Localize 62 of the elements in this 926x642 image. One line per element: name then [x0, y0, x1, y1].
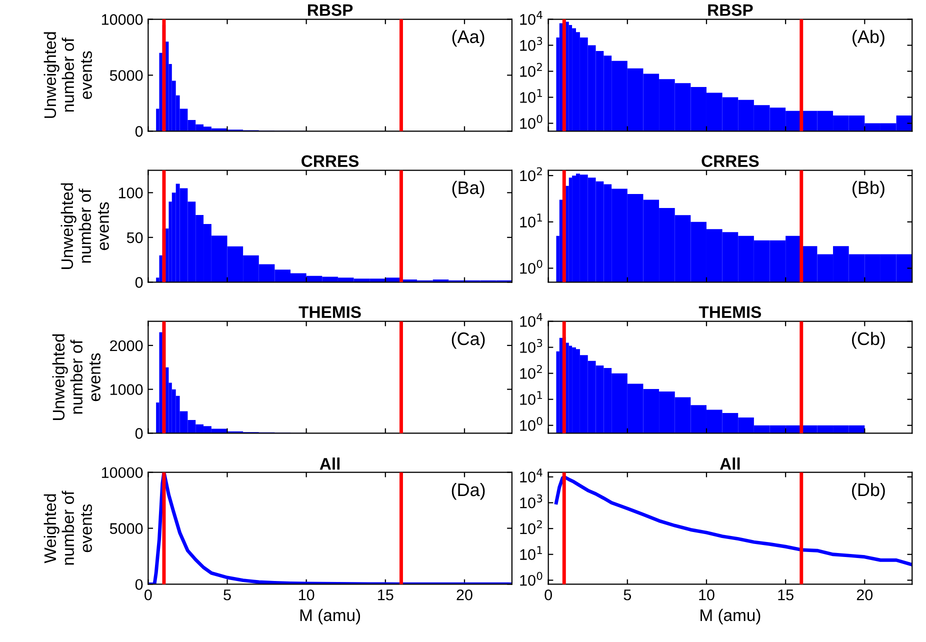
- y-tick-label: 10$^{1}$: [520, 89, 542, 103]
- y-axis-title: Weighted number of events: [44, 490, 92, 565]
- y-tick-label: 10$^{1}$: [520, 546, 542, 560]
- chart-title: All: [320, 457, 340, 470]
- y-tick-label: 10000: [102, 14, 143, 25]
- x-tick-label: 15: [778, 590, 794, 600]
- y-tick-label: 10$^{1}$: [520, 391, 542, 405]
- x-tick-label: 20: [856, 589, 873, 600]
- annotation: (Ab): [852, 30, 884, 47]
- chart-title: CRRES: [702, 155, 759, 167]
- y-tick-label: 10$^{3}$: [520, 338, 542, 353]
- annotation: (Cb): [852, 332, 885, 349]
- y-axis-title: Unweighted number of events: [52, 334, 100, 420]
- y-tick-label: 100: [118, 188, 143, 198]
- y-tick-label: 0: [135, 428, 143, 439]
- y-tick-label: 50: [126, 232, 143, 244]
- y-tick-label: 10$^{0}$: [520, 572, 542, 586]
- y-tick-label: 0: [135, 579, 143, 590]
- y-tick-label: 1000: [110, 384, 143, 396]
- x-tick-label: 5: [224, 590, 231, 600]
- chart-title: RBSP: [708, 4, 753, 16]
- annotation: (Bb): [852, 180, 884, 198]
- x-axis-title: M (amu): [300, 608, 360, 624]
- y-tick-label: 5000: [110, 70, 143, 81]
- annotation: (Aa): [452, 30, 484, 47]
- y-tick-label: 5000: [110, 523, 143, 534]
- y-tick-label: 10$^{4}$: [520, 313, 542, 327]
- x-tick-label: 20: [456, 589, 472, 600]
- y-tick-label: 10$^{4}$: [520, 11, 542, 25]
- annotation: (Ba): [452, 180, 484, 198]
- x-tick-label: 0: [544, 589, 552, 600]
- y-tick-label: 10$^{2}$: [520, 167, 542, 182]
- chart-title: CRRES: [302, 155, 359, 167]
- y-tick-label: 0: [135, 126, 143, 137]
- x-axis-title: M (amu): [700, 608, 760, 624]
- chart-title: THEMIS: [698, 306, 762, 318]
- y-tick-label: 10$^{2}$: [520, 520, 542, 534]
- y-tick-label: 10$^{1}$: [520, 214, 542, 228]
- y-tick-label: 10000: [102, 467, 143, 478]
- y-tick-label: 10$^{2}$: [520, 364, 542, 379]
- annotation: (Ca): [452, 332, 485, 349]
- annotation: (Db): [852, 482, 885, 500]
- y-tick-label: 10$^{0}$: [520, 260, 542, 274]
- y-tick-label: 10$^{0}$: [520, 114, 542, 129]
- y-tick-label: 2000: [110, 340, 143, 352]
- x-tick-label: 0: [144, 589, 152, 600]
- y-tick-label: 10$^{0}$: [520, 416, 542, 431]
- x-tick-label: 5: [624, 590, 632, 600]
- y-axis-title: Unweighted number of events: [60, 183, 109, 269]
- y-tick-label: 0: [135, 277, 143, 288]
- y-tick-label: 10$^{3}$: [520, 494, 542, 508]
- x-tick-label: 10: [298, 589, 314, 600]
- annotation: (Da): [452, 482, 485, 500]
- y-tick-label: 10$^{3}$: [520, 36, 542, 51]
- y-axis-title: Unweighted number of events: [44, 32, 92, 118]
- chart-title: THEMIS: [298, 306, 361, 318]
- chart-title: All: [720, 457, 740, 470]
- x-tick-label: 10: [699, 589, 714, 600]
- chart-title: RBSP: [308, 4, 353, 16]
- x-tick-label: 15: [378, 590, 394, 600]
- y-tick-label: 10$^{2}$: [520, 62, 542, 77]
- y-tick-label: 10$^{4}$: [520, 468, 542, 482]
